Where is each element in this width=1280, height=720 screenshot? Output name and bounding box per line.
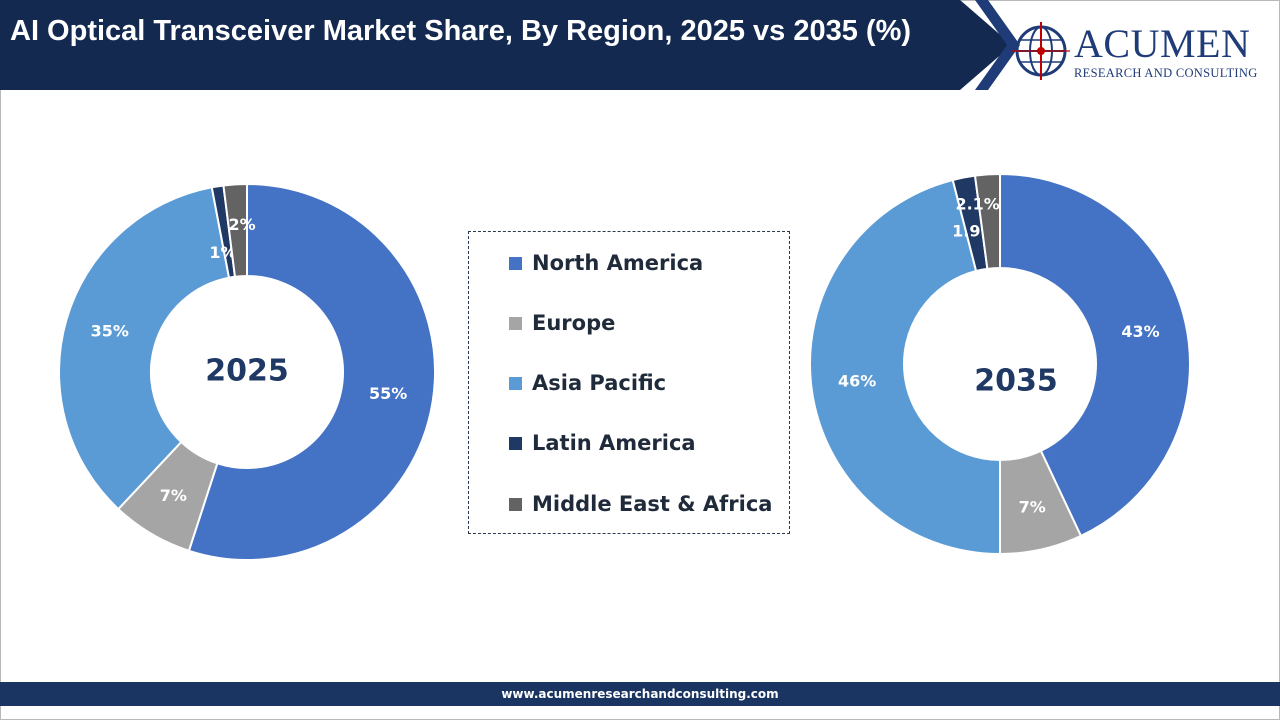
footer-url: www.acumenresearchandconsulting.com — [501, 687, 779, 701]
donut-2025-data-label-north-america: 55% — [369, 384, 407, 403]
acumen-logo: Acumen RESEARCH AND CONSULTING — [1012, 18, 1262, 84]
donut-2035-data-label-middle-east-africa: 2.1% — [955, 195, 999, 214]
donut-2025-slice-asia-pacific — [58, 186, 231, 511]
logo-tagline: RESEARCH AND CONSULTING — [1074, 66, 1258, 80]
donut-2035-data-label-europe: 7% — [1019, 498, 1046, 517]
donut-2035-slice-middle-east-africa — [973, 172, 1001, 270]
legend-swatch-latin-america — [509, 436, 522, 450]
footer-bar: www.acumenresearchandconsulting.com — [0, 682, 1280, 706]
legend-label: Asia Pacific — [532, 371, 667, 395]
logo-name: Acumen — [1074, 21, 1251, 66]
globe-icon — [1012, 22, 1070, 80]
donut-2025-slice-middle-east-africa — [222, 182, 248, 278]
donut-2025-data-label-europe: 7% — [160, 486, 187, 505]
chart-title: AI Optical Transceiver Market Share, By … — [10, 15, 912, 47]
legend-item-north-america: North America — [509, 248, 703, 278]
donut-2035-slice-asia-pacific — [809, 178, 1001, 556]
legend-item-europe: Europe — [509, 308, 615, 338]
legend-item-middle-east-africa: Middle East & Africa — [509, 489, 772, 519]
donut-2035-slice-north-america — [999, 172, 1191, 538]
legend-swatch-middle-east-africa — [509, 497, 522, 511]
legend-label: Europe — [532, 311, 616, 335]
legend-swatch-asia-pacific — [509, 376, 522, 390]
legend-label: Latin America — [532, 431, 696, 455]
donut-2025-data-label-latin-america: 1% — [209, 243, 236, 262]
legend-swatch-north-america — [509, 256, 522, 270]
donut-center-label-2035: 2035 — [974, 364, 1058, 399]
donut-2025-data-label-middle-east-africa: 2% — [228, 215, 255, 234]
title-banner-shape — [0, 0, 1012, 90]
legend-item-latin-america: Latin America — [509, 428, 696, 458]
title-banner — [0, 0, 1020, 90]
legend-item-asia-pacific: Asia Pacific — [509, 368, 666, 398]
donut-2025-data-label-asia-pacific: 35% — [91, 322, 129, 341]
donut-2025-slice-north-america — [187, 182, 436, 561]
legend-label: Middle East & Africa — [532, 492, 773, 516]
legend: North America Europe Asia Pacific Latin … — [468, 231, 790, 534]
title-banner-accent — [975, 0, 1020, 90]
legend-swatch-europe — [509, 316, 522, 330]
donut-2035-data-label-north-america: 43% — [1121, 322, 1159, 341]
donut-2035-data-label-asia-pacific: 46% — [838, 372, 876, 391]
donut-center-label-2025: 2025 — [205, 354, 289, 389]
legend-label: North America — [532, 251, 704, 275]
